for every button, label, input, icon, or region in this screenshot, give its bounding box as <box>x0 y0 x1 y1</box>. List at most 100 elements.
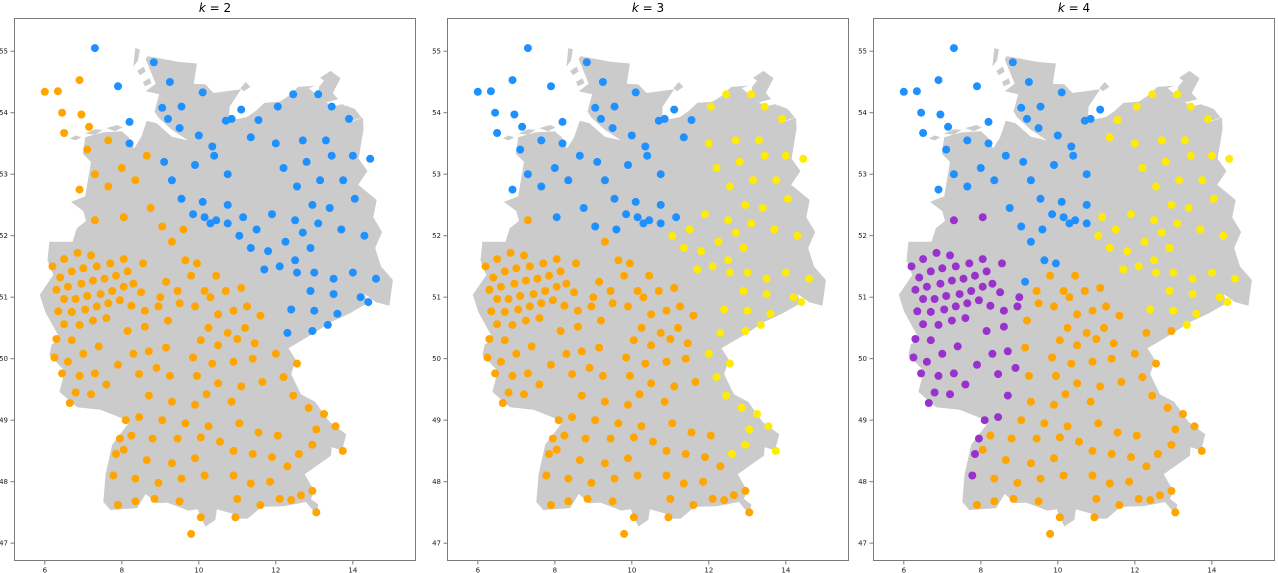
station-dot <box>194 131 203 140</box>
station-dot <box>579 204 588 212</box>
station-dot <box>123 327 132 335</box>
station-dot <box>947 276 956 285</box>
station-dot <box>327 151 336 160</box>
station-dot <box>990 176 999 185</box>
station-dot <box>926 267 935 276</box>
y-tick-label: 51 <box>432 294 441 302</box>
station-dot <box>58 108 67 117</box>
station-dot <box>639 293 648 302</box>
station-dot <box>189 353 198 362</box>
germany-map-k3: 6 8 10 12 14 47 48 49 50 51 52 53 54 55 <box>432 18 849 573</box>
station-dot <box>564 497 573 506</box>
station-dot <box>973 360 981 369</box>
station-dot <box>922 282 931 291</box>
station-dot <box>135 370 144 379</box>
station-dot <box>548 434 557 443</box>
station-dot <box>235 231 244 240</box>
station-dot <box>1001 456 1010 465</box>
y-tick-label: 49 <box>432 417 441 425</box>
title-value: = 4 <box>1064 1 1091 15</box>
station-dot <box>90 44 99 53</box>
station-dot <box>706 102 715 111</box>
station-dot <box>1155 491 1164 500</box>
station-dot <box>210 151 219 160</box>
station-dot <box>610 474 619 483</box>
station-dot <box>325 204 334 212</box>
station-dot <box>198 88 207 97</box>
station-dot <box>731 228 740 237</box>
station-dot <box>114 360 122 369</box>
station-dot <box>656 170 665 179</box>
station-dot <box>968 471 977 480</box>
y-tick-label: 47 <box>432 540 441 548</box>
station-dot <box>1150 216 1159 225</box>
station-dot <box>254 428 263 437</box>
station-dot <box>173 287 182 295</box>
station-dot <box>527 342 536 351</box>
station-dot <box>951 302 960 311</box>
station-dot <box>48 262 57 271</box>
station-dot <box>573 322 582 331</box>
station-dot <box>200 213 209 222</box>
station-dot <box>805 274 813 283</box>
station-dot <box>216 437 224 446</box>
station-dot <box>754 136 763 145</box>
y-tick-label: 52 <box>0 232 8 240</box>
station-dot <box>94 342 103 351</box>
station-dot <box>1055 336 1064 345</box>
y-tick-label: 50 <box>858 355 867 363</box>
station-dot <box>112 450 120 458</box>
station-dot <box>131 497 140 506</box>
station-dot <box>600 176 609 185</box>
station-dot <box>1046 529 1055 538</box>
station-dot <box>196 433 205 442</box>
station-dot <box>762 274 771 283</box>
axes-frame <box>447 18 849 561</box>
station-dot <box>125 117 134 126</box>
station-dot <box>951 262 960 271</box>
station-dot <box>1167 486 1176 495</box>
station-dot <box>978 445 987 454</box>
station-dot <box>127 301 136 310</box>
x-tick-label: 10 <box>1053 567 1062 573</box>
station-dot <box>583 494 592 503</box>
station-dot <box>1105 479 1114 488</box>
station-dot <box>909 353 918 362</box>
station-dot <box>722 90 731 99</box>
station-dot <box>1138 164 1147 172</box>
station-dot <box>279 164 288 172</box>
station-dot <box>154 478 163 487</box>
station-dot <box>676 302 684 311</box>
station-dot <box>372 274 380 283</box>
station-dot <box>1036 194 1045 203</box>
y-tick-label: 55 <box>0 48 8 56</box>
station-dot <box>1092 335 1101 343</box>
station-dot <box>1063 422 1072 431</box>
station-dot <box>606 434 615 443</box>
station-dot <box>635 390 644 399</box>
station-dot <box>498 399 507 407</box>
station-dot <box>165 371 174 380</box>
subplot-k3: k = 3 6 8 10 12 14 47 48 49 50 51 52 53 54 55 <box>432 1 849 573</box>
station-dot <box>312 508 321 517</box>
x-tick-label: 14 <box>348 567 357 573</box>
y-tick-label: 52 <box>858 232 867 240</box>
station-dot <box>1119 265 1128 274</box>
station-dot <box>308 440 317 449</box>
station-dot <box>660 397 669 406</box>
station-dot <box>631 88 640 97</box>
station-dot <box>934 76 943 85</box>
island-shape <box>143 78 152 87</box>
station-dot <box>289 391 298 400</box>
y-tick-label: 55 <box>858 48 867 56</box>
station-dot <box>919 320 928 329</box>
island-shape <box>1099 82 1110 92</box>
station-dot <box>770 225 779 234</box>
island-shape <box>106 125 123 132</box>
station-dot <box>556 267 565 276</box>
station-dot <box>235 419 244 428</box>
station-dot <box>1055 433 1064 442</box>
station-dot <box>1036 474 1045 483</box>
station-dot <box>1152 359 1160 368</box>
station-dot <box>689 501 698 509</box>
